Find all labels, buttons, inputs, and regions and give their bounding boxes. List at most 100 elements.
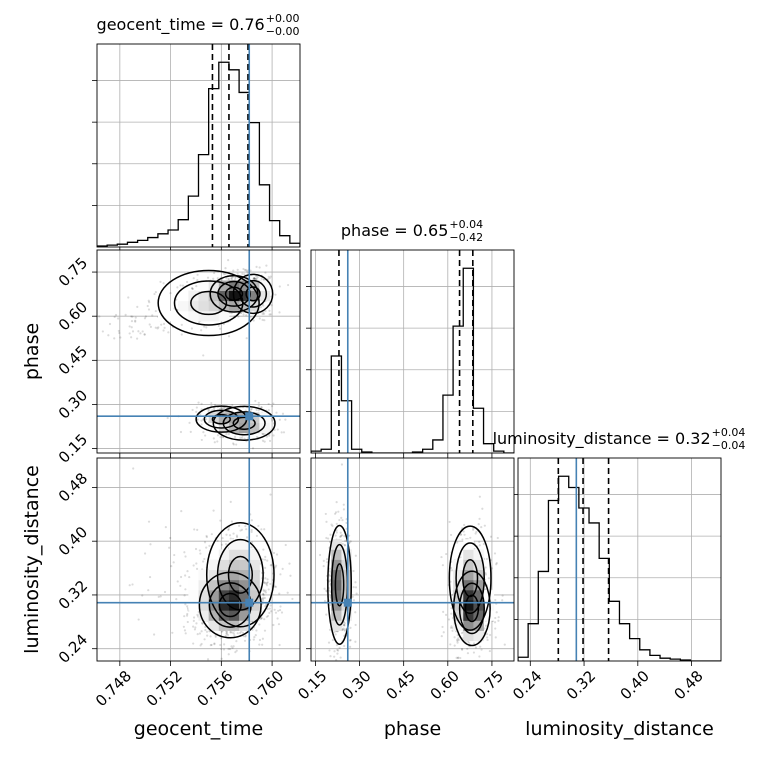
panel-title-luminosity_distance: luminosity_distance = 0.32 +0.04−0.04: [493, 426, 746, 452]
density-cell: [239, 600, 250, 611]
sample-point: [260, 406, 263, 409]
sample-point: [331, 524, 334, 527]
density-cell: [249, 549, 260, 560]
sample-point: [487, 577, 490, 580]
sample-point: [496, 536, 499, 540]
sample-point: [184, 574, 187, 577]
sample-point: [134, 320, 137, 323]
sample-point: [266, 614, 270, 618]
sample-point: [342, 627, 345, 630]
sample-point: [474, 664, 476, 666]
sample-point: [270, 405, 274, 408]
sample-point: [279, 573, 282, 576]
sample-point: [130, 315, 133, 318]
density-cell: [483, 610, 495, 621]
sample-point: [243, 268, 247, 272]
density-cell: [331, 559, 342, 571]
sample-point: [242, 267, 245, 271]
sample-point: [225, 533, 228, 536]
density-cell: [259, 290, 270, 302]
sample-point: [242, 313, 245, 316]
sample-point: [200, 402, 203, 405]
sample-point: [137, 618, 140, 621]
density-cell: [208, 290, 220, 302]
sample-point: [261, 312, 264, 316]
sample-point: [444, 613, 448, 616]
sample-point: [179, 575, 183, 579]
sample-point: [148, 301, 151, 304]
sample-point: [328, 580, 332, 583]
density-cell: [331, 579, 342, 591]
sample-point: [278, 418, 281, 421]
sample-point: [213, 441, 216, 444]
x-tick-label: 0.748: [92, 667, 135, 710]
sample-point: [180, 510, 183, 513]
sample-point: [245, 536, 249, 539]
y-tick-label: 0.45: [55, 342, 91, 378]
sample-point: [450, 569, 454, 572]
sample-point: [231, 276, 234, 279]
sample-point: [233, 634, 236, 637]
sample-point: [261, 432, 264, 435]
sample-point: [338, 646, 341, 649]
sample-point: [352, 586, 355, 589]
sample-point: [268, 309, 271, 312]
sample-point: [461, 538, 464, 541]
sample-point: [328, 628, 332, 631]
sample-point: [326, 561, 329, 564]
sample-point: [227, 277, 230, 280]
sample-point: [253, 635, 256, 639]
contour-line: [157, 269, 260, 337]
sample-point: [260, 406, 263, 409]
sample-point: [262, 592, 265, 596]
sample-point: [265, 584, 269, 587]
sample-point: [147, 520, 151, 523]
sample-point: [493, 552, 497, 555]
sample-point: [459, 656, 462, 660]
sample-point: [118, 331, 121, 335]
sample-point: [157, 326, 160, 329]
sample-point: [222, 648, 226, 651]
sample-point: [478, 655, 481, 658]
sample-point: [194, 626, 197, 629]
sample-point: [237, 315, 240, 318]
sample-point: [209, 644, 212, 647]
density-cell: [198, 569, 210, 581]
sample-point: [334, 534, 337, 537]
sample-point: [245, 270, 248, 273]
title-upper-error: +0.04: [712, 426, 746, 439]
sample-point: [355, 592, 358, 595]
sample-point: [261, 558, 264, 561]
sample-point: [324, 512, 327, 516]
sample-point: [134, 316, 137, 319]
sample-point: [334, 633, 337, 636]
x-tick-label: 0.75: [471, 667, 507, 703]
sample-point: [188, 421, 191, 424]
sample-point: [495, 561, 498, 565]
sample-point: [244, 634, 247, 637]
panel-hist-geocent_time: [92, 43, 301, 252]
sample-point: [456, 638, 459, 641]
sample-point: [348, 639, 352, 642]
sample-point: [272, 402, 275, 405]
sample-point: [441, 625, 444, 629]
sample-point: [257, 401, 260, 404]
density-cell: [228, 549, 240, 560]
sample-point: [183, 551, 186, 554]
sample-point: [459, 556, 462, 559]
sample-point: [354, 623, 357, 627]
sample-point: [254, 399, 257, 403]
sample-point: [334, 512, 337, 515]
sample-point: [220, 657, 223, 660]
density-cell: [331, 610, 342, 621]
sample-point: [235, 443, 238, 446]
sample-point: [130, 326, 133, 329]
sample-point: [261, 637, 264, 640]
sample-point: [207, 408, 211, 412]
sample-point: [262, 312, 266, 315]
sample-point: [261, 433, 265, 436]
sample-point: [190, 327, 194, 330]
sample-point: [442, 610, 445, 613]
sample-point: [170, 565, 173, 568]
sample-point: [229, 537, 232, 540]
